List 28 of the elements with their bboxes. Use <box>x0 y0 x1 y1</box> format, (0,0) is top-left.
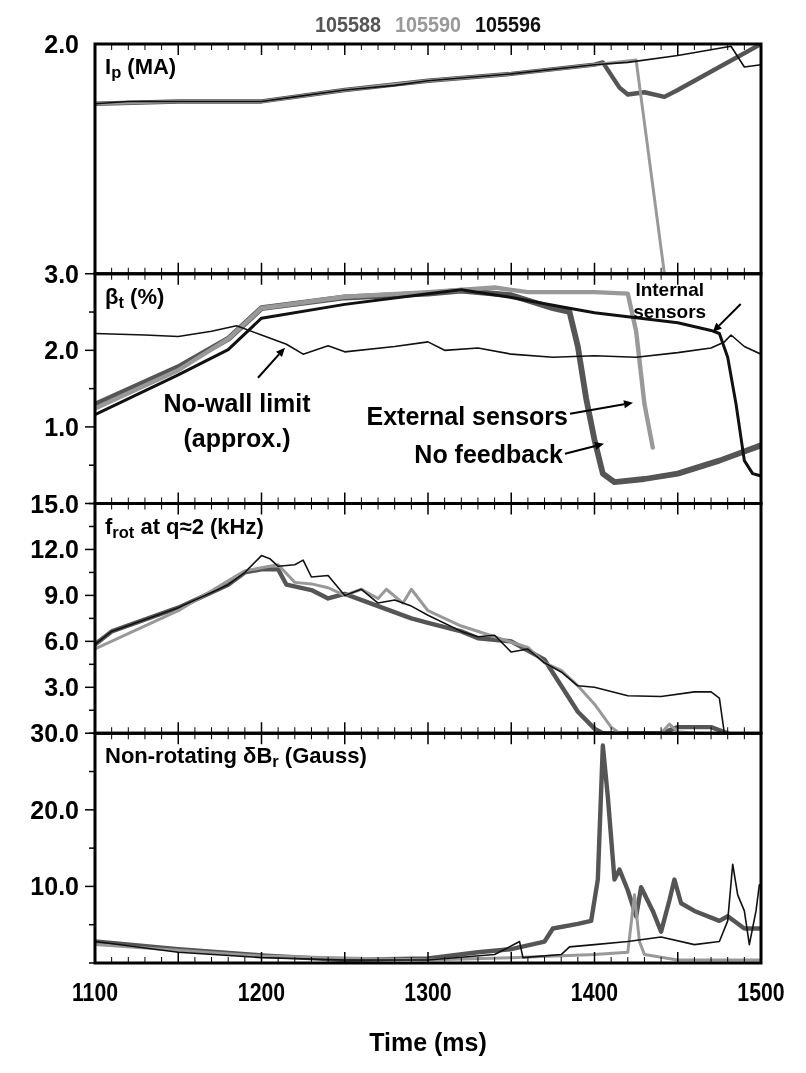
y-tick-label: 10.0 <box>30 872 79 901</box>
series-label: 105590 <box>395 12 469 37</box>
y-axis-title: β$_{t}$ (%) <box>105 283 165 311</box>
y-tick-label: 3.0 <box>44 259 79 288</box>
y-axis-title: I$_{p}$ (MA) <box>105 54 177 82</box>
y-tick-label: 3.0 <box>44 673 79 702</box>
annotation: No feedback <box>414 439 564 468</box>
annotation: Internal sensors <box>633 278 707 322</box>
annotation: External sensors <box>366 401 568 430</box>
x-tick-label: 1400 <box>570 978 619 1007</box>
text: 105588 <box>315 12 389 37</box>
y-tick-label: 6.0 <box>44 627 79 656</box>
y-tick-label: 30.0 <box>30 719 79 748</box>
series-label: 105596 <box>475 12 549 37</box>
y-axis-title: Non-rotating δB$_{r}$ (Gauss) <box>105 743 367 771</box>
x-tick-label: 1100 <box>71 978 119 1007</box>
y-tick-label: 20.0 <box>30 795 79 824</box>
x-tick-label: 1200 <box>237 978 286 1007</box>
y-axis-title: f$_{rot}$ at q≈2 (kHz) <box>105 513 264 541</box>
y-tick-label: 2.0 <box>44 336 79 365</box>
x-tick-label: 1300 <box>404 978 452 1007</box>
x-tick-label: 1500 <box>737 978 785 1007</box>
x-axis-title: Time (ms) <box>369 1028 487 1056</box>
y-tick-label: 1.0 <box>44 412 79 441</box>
annotation: No-wall limit (approx.) <box>163 388 312 452</box>
y-tick-label: 15.0 <box>30 489 79 518</box>
y-tick-label: 12.0 <box>30 535 79 564</box>
y-tick-label: 9.0 <box>44 581 79 610</box>
